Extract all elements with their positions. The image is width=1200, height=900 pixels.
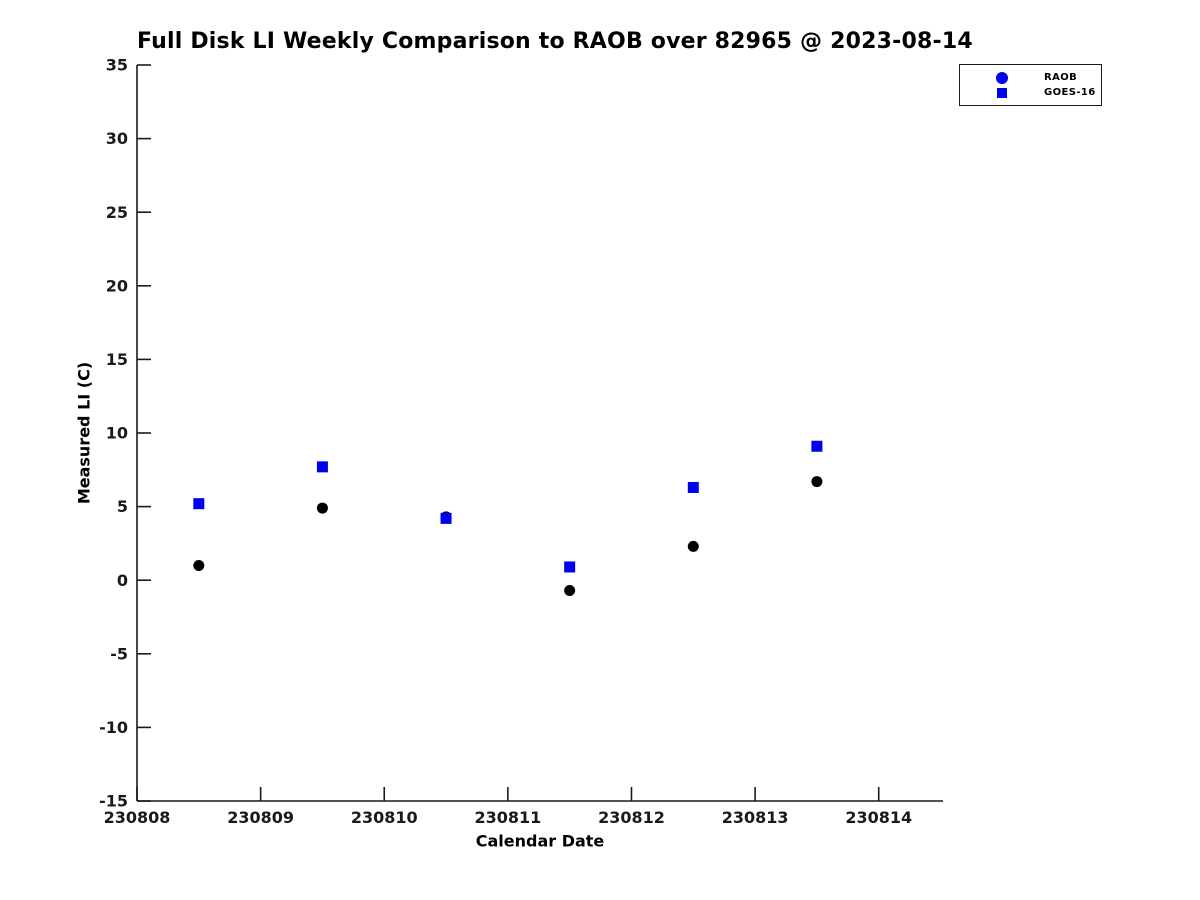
y-tick-label: -10 <box>99 718 128 737</box>
x-tick-label: 230814 <box>845 808 912 827</box>
y-tick-label: 5 <box>117 497 128 516</box>
y-tick-label: 35 <box>106 56 128 75</box>
data-point-goes-16 <box>316 461 328 473</box>
y-tick-label: 0 <box>117 571 128 590</box>
chart-title: Full Disk LI Weekly Comparison to RAOB o… <box>137 29 973 54</box>
x-tick-label: 230809 <box>227 808 294 827</box>
data-point-goes-16 <box>811 440 823 452</box>
x-tick-label: 230808 <box>104 808 171 827</box>
data-point-raob <box>687 540 699 552</box>
x-tick-label: 230810 <box>351 808 418 827</box>
x-tick-label: 230813 <box>722 808 789 827</box>
y-tick-label: 10 <box>106 424 128 443</box>
raob-circle-marker-icon <box>996 71 1008 84</box>
y-axis-label: Measured LI (C) <box>74 361 94 505</box>
legend-item-goes16: GOES-16 <box>960 85 1101 100</box>
data-point-raob <box>564 585 576 597</box>
y-tick-label: -15 <box>99 792 128 811</box>
data-point-raob <box>193 559 205 571</box>
y-tick-label: 15 <box>106 350 128 369</box>
legend-label-goes16: GOES-16 <box>1044 87 1096 98</box>
data-point-goes-16 <box>193 498 205 510</box>
x-tick-label: 230812 <box>598 808 665 827</box>
y-tick-label: 30 <box>106 129 128 148</box>
goes16-square-marker-icon <box>997 87 1007 98</box>
y-tick-label: 25 <box>106 203 128 222</box>
x-tick-label: 230811 <box>474 808 541 827</box>
legend-label-raob: RAOB <box>1044 72 1078 83</box>
data-point-goes-16 <box>440 512 452 524</box>
legend-marker-col <box>960 87 1044 98</box>
legend: RAOB GOES-16 <box>959 64 1102 106</box>
data-point-raob <box>811 476 823 488</box>
y-tick-label: 20 <box>106 276 128 295</box>
data-point-goes-16 <box>564 561 576 573</box>
x-axis-label: Calendar Date <box>475 831 605 851</box>
data-point-raob <box>316 502 328 514</box>
legend-item-raob: RAOB <box>960 70 1101 85</box>
data-point-goes-16 <box>687 481 699 493</box>
y-tick-label: -5 <box>110 644 128 663</box>
legend-marker-col <box>960 71 1044 84</box>
